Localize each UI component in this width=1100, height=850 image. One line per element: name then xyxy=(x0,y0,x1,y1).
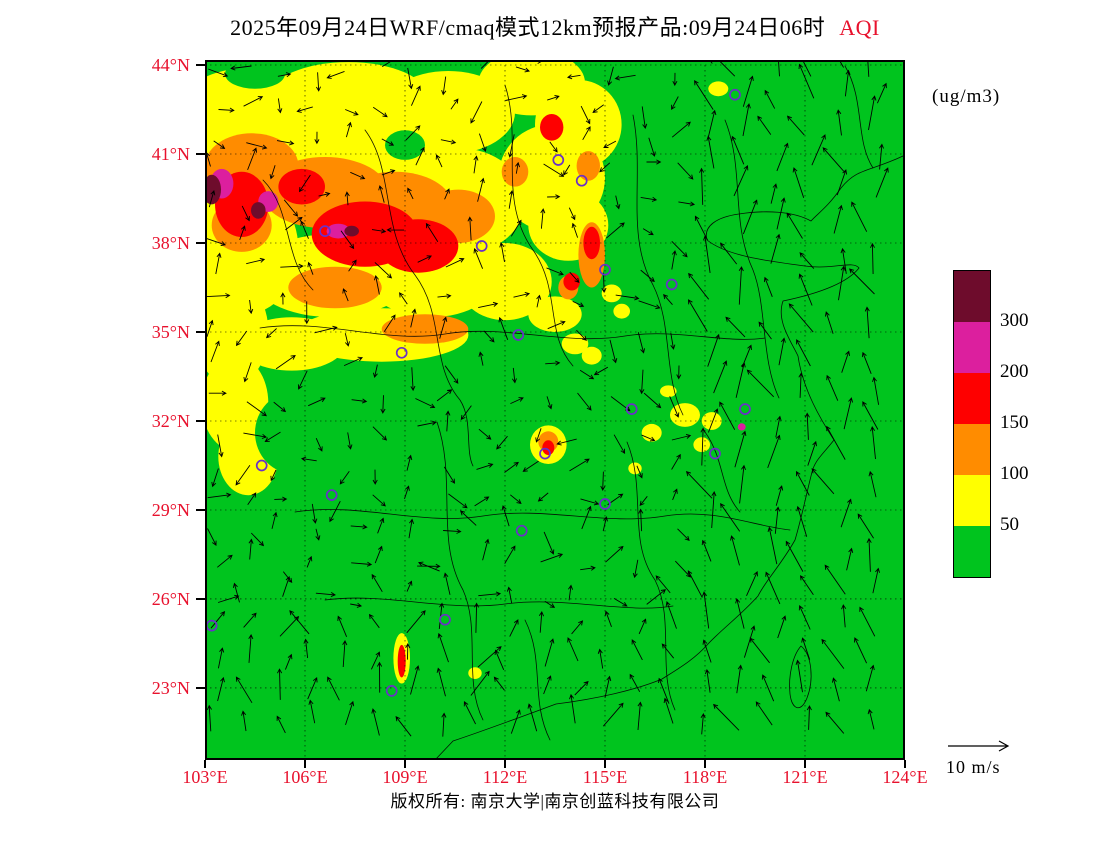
lon-axis-tick xyxy=(204,760,206,768)
wind-scale: 10 m/s xyxy=(946,736,1046,777)
legend-value-label: 200 xyxy=(1000,361,1029,382)
province-border xyxy=(704,431,741,513)
lon-tick-label: 112°E xyxy=(482,767,528,787)
lon-axis-tick xyxy=(504,760,506,768)
province-border xyxy=(844,65,874,169)
lat-tick-label: 29°N xyxy=(151,499,190,520)
lat-tick-label: 26°N xyxy=(151,588,190,609)
lat-tick-label: 44°N xyxy=(151,55,190,76)
lat-axis-tick xyxy=(196,242,205,244)
wind-reference-arrow-icon xyxy=(948,740,1010,752)
legend-value-label: 150 xyxy=(1000,412,1029,433)
lat-tick-label: 35°N xyxy=(151,321,190,342)
lat-tick-label: 38°N xyxy=(151,233,190,253)
map-border xyxy=(205,60,905,760)
lat-axis-tick xyxy=(196,597,205,600)
legend-value-label: 100 xyxy=(1000,463,1029,484)
lon-axis-tick xyxy=(804,760,806,768)
province-border xyxy=(632,114,684,416)
legend-color-swatch xyxy=(954,526,990,577)
city-markers-layer xyxy=(205,88,751,697)
lat-tick-label: 32°N xyxy=(151,410,190,431)
province-border xyxy=(259,325,766,340)
wind-scale-label: 10 m/s xyxy=(946,757,1001,777)
lon-axis-tick xyxy=(704,760,706,768)
legend-color-swatch xyxy=(954,373,990,424)
legend-color-swatch xyxy=(954,322,990,373)
lon-tick-label: 115°E xyxy=(582,767,628,787)
lon-axis-tick xyxy=(304,760,306,768)
lon-tick-label: 106°E xyxy=(282,767,328,787)
lat-axis-tick xyxy=(196,419,205,422)
taiwan-outline xyxy=(789,645,812,709)
lon-tick-label: 124°E xyxy=(882,767,928,787)
title-main: 2025年09月24日WRF/cmaq模式12km预报产品:09月24日06时 xyxy=(230,15,826,40)
legend-color-swatch xyxy=(954,475,990,526)
legend-color-swatch xyxy=(954,424,990,475)
page-title: 2025年09月24日WRF/cmaq模式12km预报产品:09月24日06时 A… xyxy=(100,10,1010,42)
wind-arrows-layer xyxy=(205,45,889,737)
province-border xyxy=(364,129,474,467)
aqi-color-scale xyxy=(953,270,991,578)
aqi-fill-layer xyxy=(181,50,746,684)
province-border xyxy=(626,441,676,711)
lat-axis-tick xyxy=(196,508,205,511)
map-plot xyxy=(181,45,906,761)
coastline xyxy=(434,155,904,761)
province-border xyxy=(724,119,780,399)
lat-axis-tick xyxy=(196,153,205,156)
lat-axis-tick xyxy=(196,330,205,333)
province-border xyxy=(294,509,791,531)
unit-label: (ug/m3) xyxy=(932,86,1001,107)
title-pollutant: AQI xyxy=(839,15,880,40)
province-border xyxy=(262,179,314,291)
lat-tick-label: 23°N xyxy=(151,677,190,698)
lon-axis-tick xyxy=(604,760,606,768)
legend-value-label: 50 xyxy=(1000,514,1019,535)
lon-axis-tick xyxy=(904,760,906,768)
legend-color-swatch xyxy=(954,271,990,322)
aqi-map xyxy=(181,45,906,761)
lat-tick-label: 41°N xyxy=(151,144,190,165)
copyright-text: 版权所有: 南京大学|南京创蓝科技有限公司 xyxy=(390,792,720,811)
legend-value-label: 300 xyxy=(1000,310,1029,331)
province-border xyxy=(504,84,574,367)
lon-axis-tick xyxy=(404,760,406,768)
lon-tick-label: 118°E xyxy=(682,767,728,787)
boundary-lines xyxy=(259,65,904,761)
lat-axis-tick xyxy=(196,686,205,689)
lon-tick-label: 103°E xyxy=(182,767,228,787)
province-border xyxy=(436,421,484,721)
lon-tick-label: 121°E xyxy=(782,767,828,787)
lat-axis-tick xyxy=(196,64,205,67)
lon-tick-label: 109°E xyxy=(382,767,428,787)
province-border xyxy=(524,619,551,741)
